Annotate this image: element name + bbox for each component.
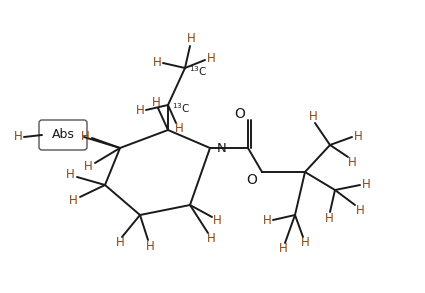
Text: H: H — [212, 214, 221, 226]
Text: H: H — [81, 130, 89, 142]
Text: $^{13}$C: $^{13}$C — [172, 101, 190, 115]
Text: H: H — [187, 33, 196, 45]
Text: Abs: Abs — [51, 129, 74, 142]
Text: H: H — [146, 239, 154, 253]
Text: H: H — [153, 55, 162, 69]
Text: H: H — [362, 178, 370, 192]
Text: H: H — [116, 236, 125, 250]
Text: H: H — [207, 52, 215, 66]
Text: H: H — [68, 195, 77, 207]
Text: H: H — [152, 96, 160, 108]
Text: O: O — [235, 107, 245, 121]
Text: H: H — [300, 236, 309, 250]
Text: H: H — [279, 243, 287, 255]
Text: O: O — [246, 173, 258, 187]
Text: H: H — [309, 110, 317, 124]
Text: $^{13}$C: $^{13}$C — [189, 64, 207, 78]
Text: H: H — [348, 156, 357, 168]
Text: H: H — [14, 130, 23, 144]
Text: H: H — [65, 168, 74, 181]
Text: H: H — [175, 122, 183, 135]
Text: H: H — [356, 204, 364, 217]
Text: H: H — [136, 105, 144, 117]
Text: H: H — [207, 233, 215, 246]
Text: H: H — [325, 212, 333, 224]
Text: H: H — [354, 130, 363, 142]
FancyBboxPatch shape — [39, 120, 87, 150]
Text: N: N — [217, 142, 227, 154]
Text: H: H — [84, 159, 92, 173]
Text: H: H — [263, 214, 272, 227]
